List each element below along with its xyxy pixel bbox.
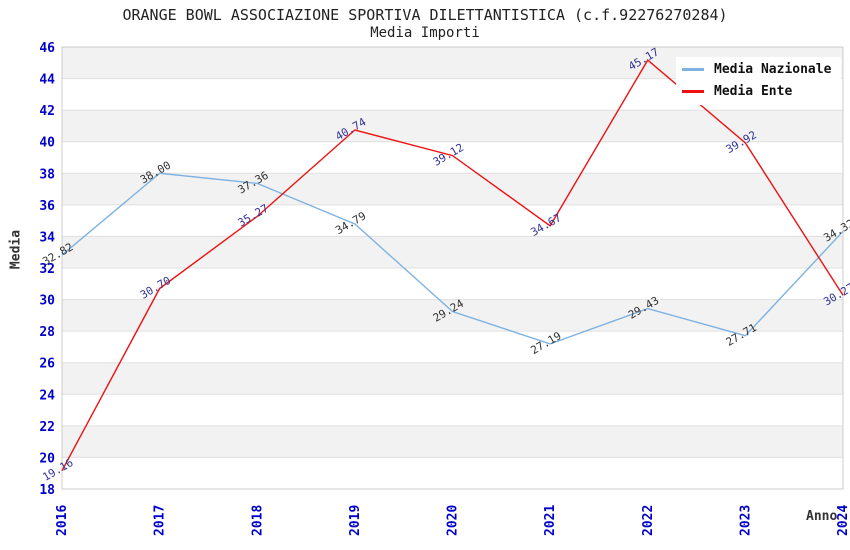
- plot-band: [62, 331, 843, 363]
- y-tick-label: 36: [39, 199, 55, 214]
- x-tick-label: 2017: [153, 505, 168, 536]
- x-tick-label: 2018: [250, 505, 265, 536]
- legend-item-media-nazionale: Media Nazionale: [682, 62, 831, 77]
- y-tick-label: 26: [39, 357, 55, 372]
- plot-band: [62, 236, 843, 268]
- x-tick-label: 2020: [446, 505, 461, 536]
- y-tick-label: 18: [39, 483, 55, 498]
- y-tick-label: 40: [39, 136, 55, 151]
- plot-band: [62, 141, 843, 174]
- y-tick-label: 28: [39, 325, 55, 340]
- x-tick-label: 2019: [348, 505, 363, 536]
- x-axis-label: Anno: [806, 509, 838, 524]
- x-tick-label: 2022: [641, 505, 656, 536]
- plot-band: [62, 362, 843, 395]
- plot-band: [62, 173, 843, 205]
- x-tick-label: 2021: [543, 505, 558, 536]
- media-nazionale-line-swatch-icon: [682, 68, 704, 71]
- series-line-media-nazionale: [61, 172, 844, 345]
- plot-band: [62, 457, 843, 489]
- y-tick-label: 38: [39, 167, 55, 182]
- y-tick-label: 22: [39, 420, 55, 435]
- y-axis-label: Media: [8, 229, 24, 270]
- plot-band: [62, 425, 843, 458]
- chart-title: ORANGE BOWL ASSOCIAZIONE SPORTIVA DILETT…: [122, 6, 728, 24]
- y-tick-label: 32: [39, 262, 55, 277]
- y-tick-label: 24: [39, 388, 55, 403]
- y-tick-label: 30: [39, 294, 55, 309]
- legend: Media Nazionale Media Ente: [676, 57, 842, 105]
- y-tick-label: 42: [39, 104, 55, 119]
- series-line-media-ente: [61, 59, 844, 472]
- y-tick-label: 34: [39, 230, 55, 245]
- legend-item-media-ente: Media Ente: [682, 84, 831, 99]
- plot-band: [62, 299, 843, 332]
- plot-band: [62, 268, 843, 300]
- y-tick-label: 44: [39, 73, 55, 88]
- x-tick-label: 2016: [55, 505, 70, 536]
- x-tick-label: 2023: [738, 505, 753, 536]
- plot-band: [62, 394, 843, 426]
- legend-label: Media Nazionale: [714, 62, 832, 77]
- chart-subtitle: Media Importi: [370, 25, 480, 41]
- x-tick-label: 2024: [836, 505, 850, 536]
- media-ente-line-swatch-icon: [682, 90, 704, 93]
- legend-label: Media Ente: [714, 84, 793, 99]
- y-tick-label: 20: [39, 451, 55, 466]
- plot-band: [62, 204, 843, 237]
- plot-frame: [61, 46, 844, 490]
- y-tick-label: 46: [39, 41, 55, 56]
